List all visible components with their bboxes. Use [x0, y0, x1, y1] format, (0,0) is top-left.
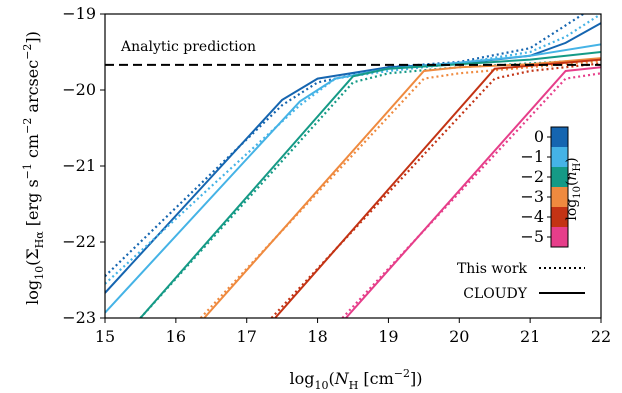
series-cloudy-lognh-5 — [345, 66, 601, 318]
colorbar-segment — [551, 187, 568, 207]
x-axis: 15 16 17 18 19 20 21 22 — [95, 318, 611, 346]
colorbar-tick-label: −3 — [520, 187, 544, 206]
y-tick-label: −19 — [62, 4, 96, 23]
analytic-prediction-annotation: Analytic prediction — [120, 39, 256, 55]
x-axis-label: log10(NH [cm−2]) — [289, 367, 422, 392]
x-tick-label: 21 — [520, 327, 540, 346]
series-cloudy-lognh-3 — [203, 57, 601, 318]
x-tick-label: 22 — [591, 327, 611, 346]
colorbar-segment — [551, 207, 568, 227]
colorbar-tick-label: −5 — [520, 227, 544, 246]
series-cloudy-lognh-4 — [274, 58, 601, 318]
x-tick-label: 18 — [307, 327, 327, 346]
colorbar-tick-label: −4 — [520, 207, 544, 226]
y-axis: −23 −22 −21 −20 −19 — [62, 4, 105, 327]
colorbar-label: log10(nH) — [564, 157, 583, 220]
y-tick-label: −21 — [62, 156, 96, 175]
y-tick-label: −23 — [62, 308, 96, 327]
x-tick-label: 19 — [378, 327, 398, 346]
legend: This work CLOUDY — [457, 261, 585, 302]
x-tick-label: 15 — [95, 327, 115, 346]
x-tick-label: 16 — [166, 327, 186, 346]
colorbar-tick-label: −1 — [520, 147, 544, 166]
y-axis-label: log10(ΣHα [erg s−1 cm−2 arcsec−2]) — [21, 31, 46, 305]
legend-label-cloudy: CLOUDY — [463, 286, 528, 302]
colorbar-frame — [550, 126, 569, 248]
colorbar-tick-label: −2 — [520, 167, 544, 186]
series-this-work-lognh-4 — [270, 62, 601, 318]
series-this-work-lognh-1 — [105, 14, 601, 285]
series-this-work-lognh-5 — [341, 72, 601, 318]
y-tick-label: −22 — [62, 232, 96, 251]
series-layer — [105, 14, 601, 318]
y-tick-label: −20 — [62, 80, 96, 99]
colorbar: 0−1−2−3−4−5 — [520, 126, 569, 248]
series-this-work-lognh-0 — [105, 14, 586, 277]
colorbar-tick-label: 0 — [534, 127, 544, 146]
colorbar-segment — [551, 127, 568, 147]
colorbar-segment — [551, 227, 568, 247]
legend-label-this-work: This work — [457, 261, 528, 277]
series-cloudy-lognh-2 — [139, 51, 601, 318]
x-tick-label: 20 — [449, 327, 469, 346]
x-tick-label: 17 — [237, 327, 257, 346]
colorbar-segment — [551, 167, 568, 187]
colorbar-segment — [551, 147, 568, 167]
